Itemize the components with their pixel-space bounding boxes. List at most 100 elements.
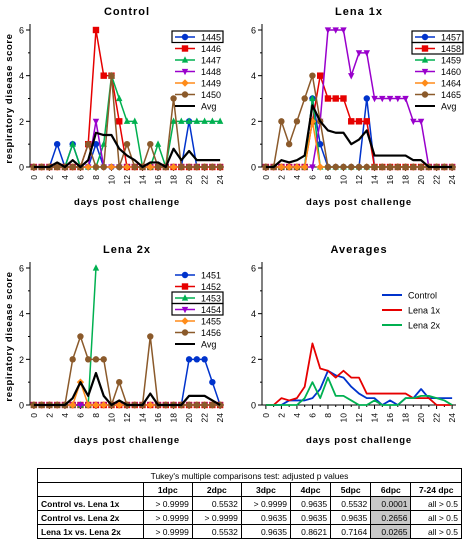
legend-label: 1457 bbox=[441, 33, 461, 43]
x-tick-label: 18 bbox=[401, 175, 411, 185]
data-point bbox=[355, 50, 363, 57]
series-avg bbox=[33, 371, 221, 407]
stats-header-cell: 4dpc bbox=[289, 482, 332, 497]
y-tick-label: 4 bbox=[19, 309, 24, 319]
data-point bbox=[379, 95, 386, 103]
chart-title: Lena 1x bbox=[335, 6, 383, 18]
stats-cell: > 0.9999 bbox=[142, 510, 193, 525]
legend-item: 1447 bbox=[175, 56, 221, 66]
series-line bbox=[265, 376, 453, 406]
legend-item: 1453 bbox=[171, 291, 224, 305]
data-point bbox=[116, 378, 123, 386]
data-point bbox=[154, 140, 162, 147]
x-tick-label: 4 bbox=[292, 175, 302, 180]
data-point bbox=[285, 163, 293, 171]
table-row: Control vs. Lena 2x > 0.9999 > 0.9999 0.… bbox=[37, 510, 462, 525]
y-axis-label: respiratory disease score bbox=[4, 33, 15, 163]
series-1451 bbox=[30, 356, 224, 409]
stats-cell: > 0.9999 bbox=[240, 496, 291, 511]
x-tick-label: 14 bbox=[138, 175, 148, 185]
data-point bbox=[123, 140, 131, 148]
data-point bbox=[402, 95, 409, 103]
legend-item: 1452 bbox=[175, 282, 221, 292]
stats-header-cell: 1dpc bbox=[142, 482, 193, 497]
data-point bbox=[147, 333, 154, 340]
stats-header-cell bbox=[37, 482, 144, 497]
data-point bbox=[410, 163, 417, 171]
y-tick-label: 2 bbox=[251, 355, 256, 365]
data-point bbox=[181, 91, 189, 98]
data-point bbox=[209, 117, 216, 124]
x-tick-label: 12 bbox=[122, 413, 132, 423]
data-point bbox=[421, 33, 429, 41]
stats-cell: 0.5532 bbox=[191, 524, 242, 539]
data-point bbox=[332, 95, 339, 102]
series-control bbox=[265, 369, 453, 406]
data-point bbox=[131, 117, 138, 124]
data-point bbox=[317, 140, 324, 148]
x-tick-label: 20 bbox=[184, 175, 194, 185]
x-axis-label: days post challenge bbox=[74, 197, 180, 208]
data-point bbox=[363, 163, 370, 171]
stats-header-cell: 5dpc bbox=[330, 482, 372, 497]
stats-cell: 0.5532 bbox=[191, 496, 242, 511]
data-point bbox=[417, 163, 425, 171]
stats-cell: 0.5532 bbox=[330, 496, 372, 511]
data-point bbox=[181, 68, 189, 76]
data-point bbox=[123, 163, 131, 171]
y-tick-label: 0 bbox=[251, 401, 256, 411]
x-tick-label: 12 bbox=[354, 413, 364, 423]
data-point bbox=[300, 163, 309, 171]
legend-label: 1464 bbox=[441, 79, 461, 89]
data-point bbox=[92, 163, 100, 171]
legend-label: 1445 bbox=[201, 33, 221, 43]
stats-header-cell: 6dpc bbox=[370, 482, 412, 497]
data-point bbox=[185, 117, 193, 124]
data-point bbox=[170, 95, 177, 102]
x-tick-label: 2 bbox=[276, 175, 286, 180]
x-tick-label: 2 bbox=[276, 413, 286, 418]
stats-table: Tukey's multiple comparisons test: adjus… bbox=[37, 468, 462, 539]
y-tick-label: 4 bbox=[251, 71, 256, 81]
x-tick-label: 16 bbox=[153, 413, 163, 423]
series-avg bbox=[265, 104, 453, 169]
stats-header-cell: 2dpc bbox=[191, 482, 242, 497]
legend-label: 1458 bbox=[441, 44, 461, 54]
data-point bbox=[77, 402, 84, 409]
data-point bbox=[84, 163, 92, 171]
stats-cell: 0.8621 bbox=[289, 524, 332, 539]
data-point bbox=[69, 140, 76, 147]
legend-label: 1453 bbox=[201, 294, 221, 304]
stats-cell: all > 0.5 bbox=[410, 524, 462, 539]
legend-label: 1465 bbox=[441, 90, 461, 100]
legend-item: 1459 bbox=[415, 56, 461, 66]
x-tick-label: 0 bbox=[29, 175, 39, 180]
data-point bbox=[324, 163, 332, 171]
data-point bbox=[100, 356, 107, 363]
x-tick-label: 20 bbox=[416, 413, 426, 423]
x-tick-label: 24 bbox=[215, 413, 225, 423]
stats-cell: 0.7164 bbox=[330, 524, 372, 539]
data-point bbox=[108, 72, 115, 79]
data-point bbox=[201, 356, 208, 363]
x-tick-label: 10 bbox=[106, 413, 116, 423]
data-point bbox=[421, 68, 429, 76]
data-point bbox=[348, 118, 355, 125]
stats-cell-highlighted: 0.2656 bbox=[370, 510, 412, 525]
data-point bbox=[100, 163, 107, 171]
data-point bbox=[216, 117, 224, 124]
data-point bbox=[348, 163, 355, 171]
series-lena-2x bbox=[265, 376, 453, 406]
data-point bbox=[77, 333, 84, 340]
legend-item: 1464 bbox=[415, 79, 461, 89]
data-point bbox=[301, 95, 308, 102]
data-point bbox=[185, 401, 193, 409]
x-tick-label: 24 bbox=[447, 413, 457, 423]
data-point bbox=[53, 140, 61, 148]
data-point bbox=[53, 163, 61, 171]
x-tick-label: 10 bbox=[338, 175, 348, 185]
x-axis-label: days post challenge bbox=[306, 197, 412, 208]
stats-header-cell: 7-24 dpc bbox=[410, 482, 462, 497]
stats-cell: > 0.9999 bbox=[191, 510, 242, 525]
